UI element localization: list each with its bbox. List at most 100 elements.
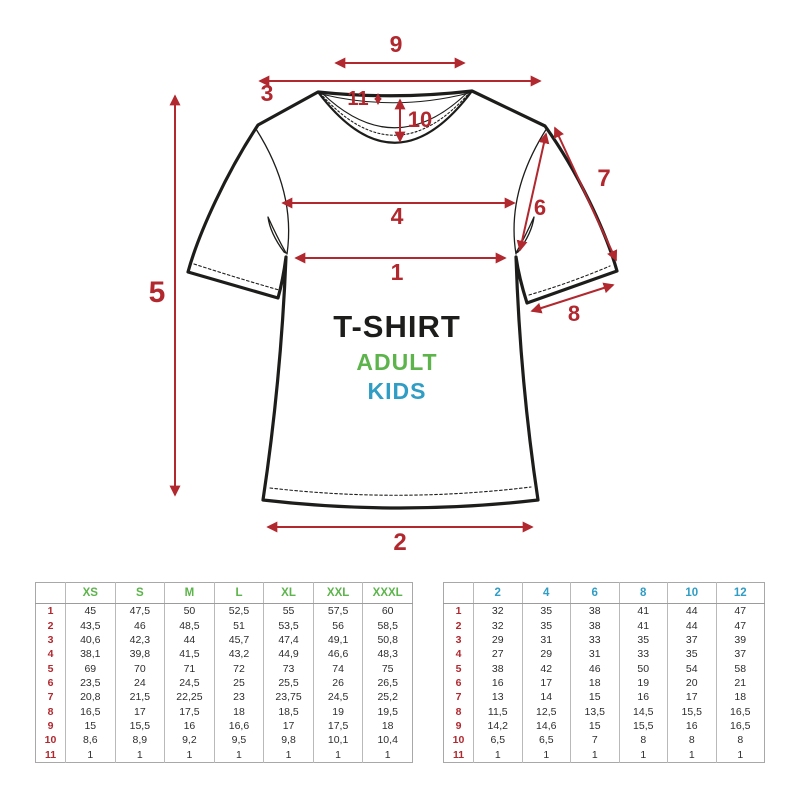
measurement-value-cell: 16 [618,690,668,705]
measurement-row: 9 14,2 14,6 15 15,5 16 16,5 [444,718,765,734]
measurement-value-cell: 33 [570,632,619,648]
measurement-value-cell: 38,1 [65,647,116,662]
measurement-value-cell: 14 [521,690,571,705]
measurement-value-cell: 60 [362,603,413,619]
measurement-value-cell: 38 [570,603,619,619]
size-header-cell: M [164,582,215,604]
measurement-value-cell: 21,5 [114,690,165,705]
measurement-value-cell: 19,5 [362,704,413,719]
measurement-value-cell: 26,5 [362,675,413,691]
measurement-value-cell: 16 [164,718,215,734]
measurement-value-cell: 39 [715,632,765,648]
measurement-value-cell: 35 [618,632,668,648]
measurement-value-cell: 15 [65,718,116,734]
measurement-value-cell: 1 [263,747,314,763]
measurement-row-number: 3 [455,633,462,646]
measurement-value-cell: 47,5 [114,603,165,619]
measurement-value-cell: 1 [618,747,668,763]
measurement-value-cell: 15,5 [618,718,668,734]
measurement-value-cell: 29 [521,647,571,662]
measurement-value-cell: 18 [362,718,413,734]
measurement-value-cell: 52,5 [213,603,264,619]
measurement-value-cell: 44,9 [263,647,314,662]
measurement-row-number: 4 [47,648,54,661]
measurement-value-cell: 14,2 [473,718,522,734]
measurement-row-number: 7 [47,691,54,704]
measurement-row-number: 8 [455,705,462,718]
measurement-row: 8 16,5 17 17,5 18 18,5 19 19,5 [36,704,413,719]
measurement-value-cell: 16 [473,675,522,691]
measurement-value-cell: 35 [521,603,571,619]
measurement-row-number: 11 [452,748,465,761]
measurement-value-cell: 9,2 [164,733,215,748]
label-4: 4 [391,203,404,229]
size-header-row: XS S M L XL XXL XXXL [35,582,413,604]
measurement-value-cell: 23 [213,690,264,705]
measurement-value-cell: 43,2 [213,647,264,662]
measurement-row: 2 32 35 38 41 44 47 [444,618,765,633]
measurement-value-cell: 55 [263,603,314,619]
size-header-cell: 4 [521,582,571,604]
measurement-value-cell: 44 [667,618,716,633]
measurement-row-number: 6 [455,676,462,689]
measurement-value-cell: 15 [570,690,619,705]
arrow-7 [553,126,618,262]
measurement-row-number: 3 [47,633,54,646]
left-armpit-fold [267,216,287,254]
measurement-row: 10 8,6 8,9 9,2 9,5 9,8 10,1 10,4 [36,733,413,748]
label-7: 7 [597,165,610,192]
measurement-row-number: 8 [47,705,54,718]
measurement-row-number: 2 [47,619,54,632]
measurement-value-cell: 43,5 [65,618,116,633]
right-cuff-stitching [528,265,611,296]
measurement-value-cell: 56 [312,618,363,633]
measurement-value-cell: 53,5 [263,618,314,633]
left-cuff-stitching [193,263,280,291]
measurement-value-cell: 19 [312,704,363,719]
measurement-value-cell: 35 [521,618,571,633]
measurement-value-cell: 38 [570,618,619,633]
measurement-value-cell: 18,5 [263,704,314,719]
measurement-row-number: 9 [47,720,54,733]
measurement-value-cell: 18 [715,690,765,705]
size-header-cell: XL [263,582,314,604]
arrow-8 [530,282,615,314]
measurement-value-cell: 17 [263,718,314,734]
measurement-value-cell: 38 [473,661,522,676]
measurement-row-number: 1 [455,605,462,618]
measurement-value-cell: 24,5 [312,690,363,705]
measurement-value-cell: 1 [715,747,765,763]
measurement-row: 7 20,8 21,5 22,25 23 23,75 24,5 25,2 [36,690,413,705]
measurement-row-number: 9 [455,720,462,733]
size-header-cell: XXXL [362,582,413,604]
measurement-value-cell: 17,5 [312,718,363,734]
label-1: 1 [391,259,404,285]
measurement-value-cell: 1 [570,747,619,763]
table-corner-cell [443,582,474,604]
measurement-row-number: 11 [44,748,57,761]
measurement-row-number: 5 [47,662,54,675]
measurement-value-cell: 41 [618,603,668,619]
measurement-value-cell: 42 [521,661,571,676]
measurement-value-cell: 25,5 [263,675,314,691]
shirt-outline [186,89,619,510]
shirt-body-shape [186,89,619,510]
measurement-row: 2 43,5 46 48,5 51 53,5 56 58,5 [36,618,413,633]
size-header-cell: 2 [473,582,522,604]
measurement-row-number: 6 [47,676,54,689]
measurement-value-cell: 35 [667,647,716,662]
measurement-value-cell: 19 [618,675,668,691]
measurement-value-cell: 58 [715,661,765,676]
measurement-row: 11 1 1 1 1 1 1 1 [36,747,413,763]
label-3: 3 [261,80,274,106]
label-5: 5 [149,276,166,309]
shirt-subtitle-adult: ADULT [356,349,437,375]
measurement-value-cell: 22,25 [164,690,215,705]
measurement-value-cell: 46 [114,618,165,633]
measurement-value-cell: 1 [164,747,215,763]
shirt-diagram: 9 3 11 10 4 1 5 6 7 8 2 T-SHIRT ADULT KI… [149,31,619,556]
measurement-row-number: 10 [44,734,57,747]
measurement-value-cell: 25 [213,675,264,691]
label-2: 2 [393,529,406,556]
measurement-value-cell: 44 [667,603,716,619]
